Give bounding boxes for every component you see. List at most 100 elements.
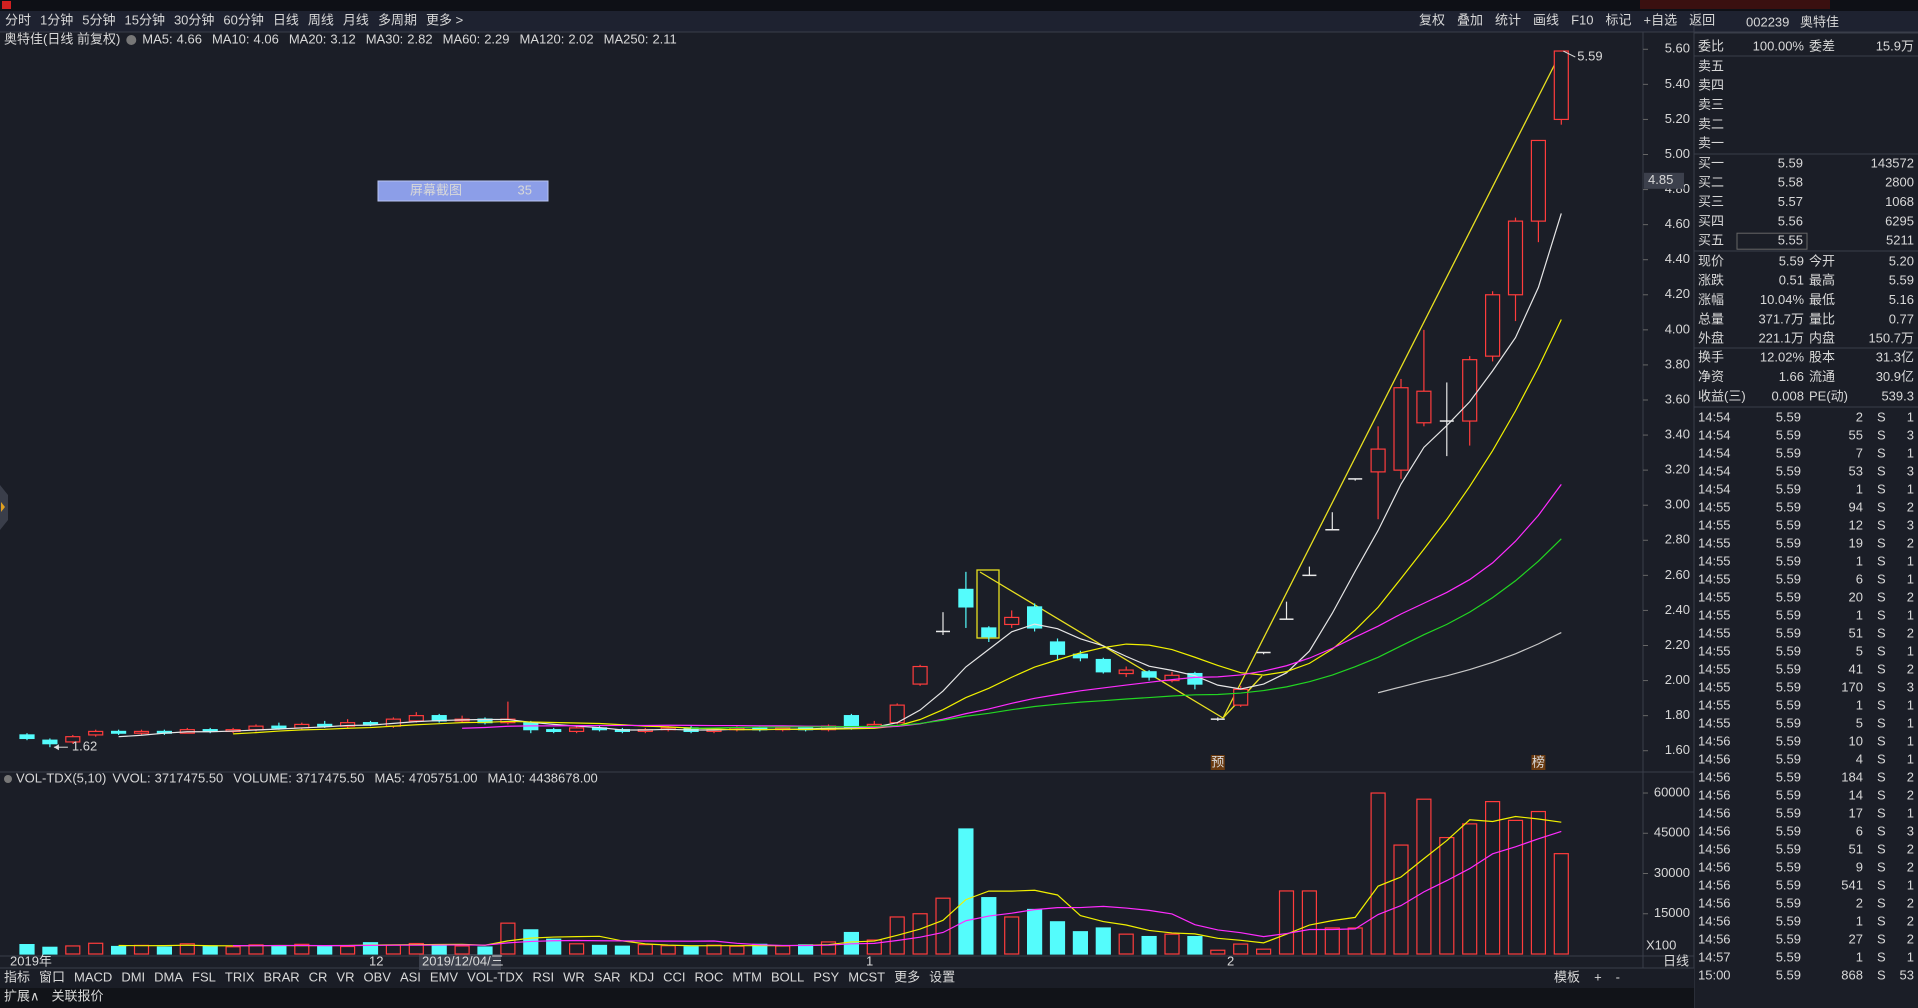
candle-body	[19, 734, 35, 740]
toolbar-action[interactable]: +自选	[1643, 12, 1677, 27]
volume-bar	[546, 938, 562, 955]
candle-body	[42, 739, 58, 745]
trade-volume: 1	[1856, 697, 1863, 712]
settings-icon[interactable]	[126, 35, 137, 45]
trade-volume: 51	[1849, 841, 1863, 856]
period-tab[interactable]: 分时	[5, 12, 31, 27]
indicator-tab[interactable]: VOL-TDX	[467, 969, 524, 984]
trade-time: 14:54	[1698, 427, 1731, 442]
toolbar-action[interactable]: 统计	[1495, 12, 1521, 27]
indicator-tab[interactable]: MTM	[732, 969, 762, 984]
template-button[interactable]: +	[1594, 969, 1602, 984]
indicator-tab[interactable]: BOLL	[771, 969, 804, 984]
trade-time: 14:55	[1698, 625, 1731, 640]
cursor-value-box	[1644, 172, 1684, 189]
trade-volume: 19	[1849, 535, 1863, 550]
indicator-tab[interactable]: 窗口	[39, 969, 65, 984]
vol-title: VOL-TDX(5,10)	[16, 770, 106, 785]
volume-bar	[683, 946, 699, 955]
trade-time: 14:54	[1698, 463, 1731, 478]
trade-price: 5.59	[1776, 643, 1801, 658]
indicator-tab[interactable]: EMV	[430, 969, 459, 984]
period-tab[interactable]: 1分钟	[40, 12, 73, 27]
indicator-tab[interactable]: MCST	[848, 969, 885, 984]
indicator-tab[interactable]: SAR	[594, 969, 621, 984]
indicator-tab[interactable]: ROC	[694, 969, 723, 984]
y-tick-label: 5.40	[1665, 76, 1690, 91]
trade-volume: 51	[1849, 625, 1863, 640]
volume-bar	[981, 897, 997, 955]
high-label: 5.59	[1577, 48, 1602, 63]
vol-settings-icon[interactable]	[4, 775, 12, 783]
volume-bar	[958, 828, 974, 955]
period-tab[interactable]: 30分钟	[174, 12, 214, 27]
indicator-tab[interactable]: CCI	[663, 969, 685, 984]
template-button[interactable]: -	[1616, 969, 1620, 984]
trade-time: 14:56	[1698, 805, 1731, 820]
trade-count: 2	[1907, 859, 1914, 874]
indicator-tab[interactable]: WR	[563, 969, 585, 984]
indicator-tab[interactable]: CR	[309, 969, 328, 984]
indicator-tab[interactable]: TRIX	[225, 969, 255, 984]
indicator-tab[interactable]: OBV	[363, 969, 391, 984]
trade-side: S	[1877, 445, 1886, 460]
quote-value: 5.59	[1779, 253, 1804, 268]
period-tab[interactable]: 更多 >	[426, 12, 463, 27]
indicator-tab[interactable]: FSL	[192, 969, 216, 984]
indicator-tab[interactable]: 更多	[894, 969, 920, 984]
trade-time: 14:54	[1698, 445, 1731, 460]
volume-bar	[271, 945, 287, 955]
volume-bar	[637, 944, 653, 955]
period-tab[interactable]: 5分钟	[82, 12, 115, 27]
indicator-tab[interactable]: ASI	[400, 969, 421, 984]
indicator-tab[interactable]: VR	[336, 969, 354, 984]
quote-label: 最低	[1809, 292, 1835, 307]
ma-line	[118, 213, 1562, 738]
trade-volume: 1	[1856, 481, 1863, 496]
volume-bar	[65, 945, 81, 955]
toolbar-action[interactable]: 画线	[1533, 12, 1559, 27]
indicator-tab[interactable]: DMI	[121, 969, 145, 984]
volume-bar	[1095, 927, 1111, 955]
toolbar-action[interactable]: 返回	[1689, 12, 1715, 27]
indicator-tab[interactable]: 设置	[929, 969, 955, 984]
trade-count: 2	[1907, 787, 1914, 802]
event-marker: 榜	[1532, 754, 1545, 769]
screenshot-badge[interactable]	[377, 180, 549, 202]
footer-item[interactable]: 关联报价	[52, 988, 104, 1003]
template-button[interactable]: 模板	[1554, 969, 1580, 984]
trade-volume: 14	[1849, 787, 1863, 802]
trade-volume: 41	[1849, 661, 1863, 676]
quote-label: 收益(三)	[1698, 388, 1746, 403]
toolbar-action[interactable]: 标记	[1605, 12, 1631, 27]
volume-bar	[431, 944, 447, 955]
trade-price: 5.59	[1776, 499, 1801, 514]
candle-body	[1393, 387, 1409, 471]
indicator-tab[interactable]: MACD	[74, 969, 112, 984]
period-tab[interactable]: 多周期	[378, 12, 417, 27]
ma-value: 3.12	[330, 31, 355, 46]
toolbar-action[interactable]: F10	[1571, 12, 1593, 27]
toolbar-action[interactable]: 叠加	[1457, 12, 1483, 27]
ma-name: MA120:	[520, 31, 565, 46]
indicator-tab[interactable]: KDJ	[630, 969, 655, 984]
period-tab[interactable]: 月线	[343, 12, 369, 27]
toolbar-action[interactable]: 复权	[1419, 12, 1445, 27]
period-tab[interactable]: 周线	[308, 12, 334, 27]
event-marker-box	[1531, 755, 1546, 770]
candle-body	[981, 627, 997, 638]
trade-side: S	[1877, 517, 1886, 532]
indicator-tab[interactable]: BRAR	[264, 969, 300, 984]
quote-label: 量比	[1809, 311, 1835, 326]
trade-volume: 9	[1856, 859, 1863, 874]
volume-bar	[500, 922, 516, 955]
period-tab[interactable]: 15分钟	[124, 12, 164, 27]
period-tab[interactable]: 日线	[273, 12, 299, 27]
footer-item[interactable]: 扩展∧	[4, 988, 40, 1003]
indicator-tab[interactable]: PSY	[813, 969, 839, 984]
indicator-tab[interactable]: 指标	[4, 969, 30, 984]
trade-volume: 7	[1856, 445, 1863, 460]
period-tab[interactable]: 60分钟	[223, 12, 263, 27]
indicator-tab[interactable]: RSI	[532, 969, 554, 984]
indicator-tab[interactable]: DMA	[154, 969, 183, 984]
